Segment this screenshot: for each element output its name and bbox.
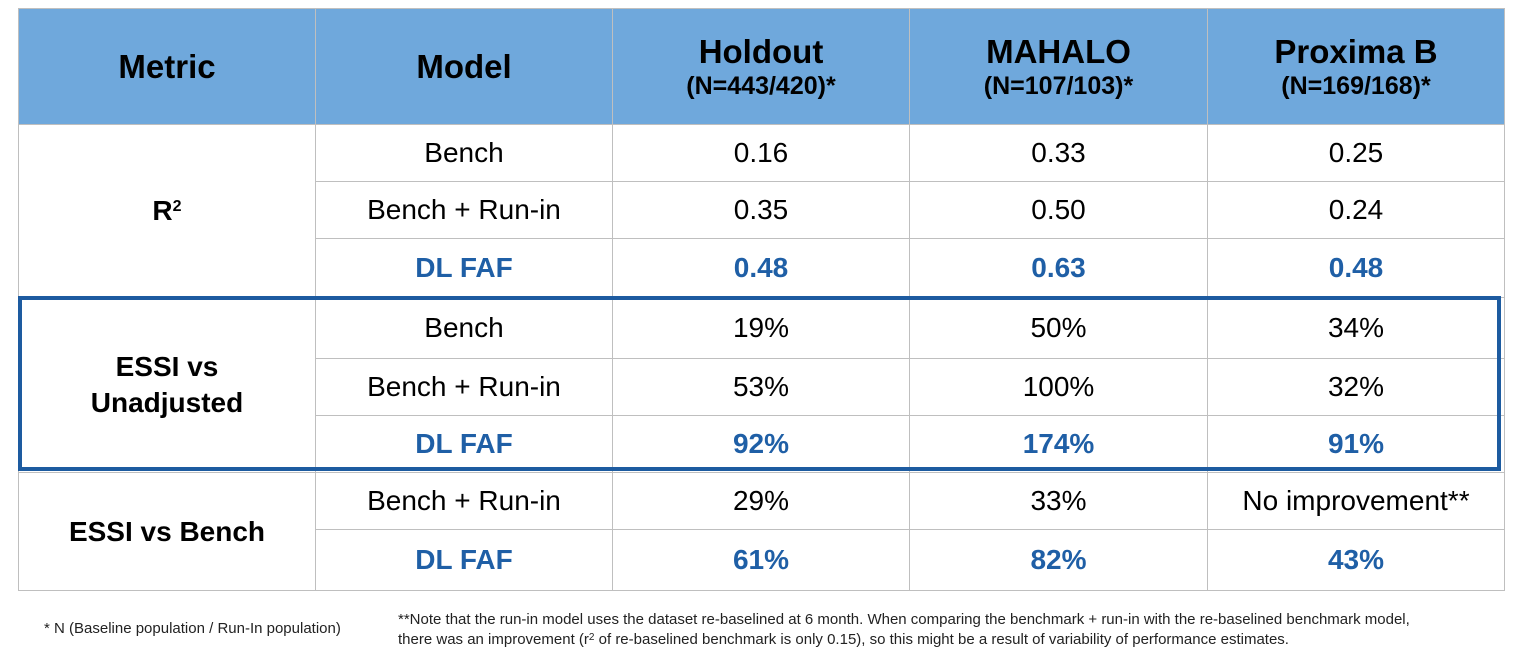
results-table: Metric Model Holdout (N=443/420)* MAHALO…: [18, 8, 1505, 591]
mahalo-cell-highlight: 82%: [909, 529, 1208, 591]
mahalo-cell: 100%: [909, 358, 1208, 416]
holdout-cell: 0.35: [612, 181, 910, 239]
model-cell: Bench + Run-in: [315, 472, 613, 530]
model-cell: Bench + Run-in: [315, 181, 613, 239]
holdout-cell-highlight: 92%: [612, 415, 910, 473]
proxima-cell-highlight: 91%: [1207, 415, 1505, 473]
proxima-cell: 34%: [1207, 297, 1505, 359]
table-row: Bench + Run-in 53% 100% 32%: [19, 358, 1505, 416]
proxima-cell: 0.25: [1207, 124, 1505, 182]
table-row: R2 Bench 0.16 0.33 0.25: [18, 124, 1505, 298]
header-holdout-title: Holdout: [698, 32, 824, 70]
results-table-container: Metric Model Holdout (N=443/420)* MAHALO…: [18, 8, 1505, 591]
metric-essi-unadjusted: ESSI vs Unadjusted: [18, 297, 316, 473]
model-cell: Bench: [315, 297, 613, 359]
proxima-cell: 32%: [1207, 358, 1505, 416]
mahalo-cell: 50%: [909, 297, 1208, 359]
model-cell-highlight: DL FAF: [315, 529, 613, 591]
model-cell-highlight: DL FAF: [315, 415, 613, 473]
holdout-cell-highlight: 61%: [612, 529, 910, 591]
header-holdout-n: (N=443/420)*: [686, 71, 836, 100]
holdout-cell: 53%: [612, 358, 910, 416]
proxima-cell: 0.24: [1207, 181, 1505, 239]
holdout-cell: 0.16: [612, 124, 910, 182]
header-row: Metric Model Holdout (N=443/420)* MAHALO…: [18, 8, 1505, 125]
holdout-cell-highlight: 0.48: [612, 238, 910, 298]
footnote-run-in-note: **Note that the run-in model uses the da…: [398, 611, 1410, 648]
header-proxima-n: (N=169/168)*: [1281, 71, 1431, 100]
mahalo-cell: 0.50: [909, 181, 1208, 239]
table-row: DL FAF 92% 174% 91%: [19, 415, 1505, 473]
header-holdout: Holdout (N=443/420)*: [612, 8, 910, 125]
header-metric: Metric: [18, 8, 316, 125]
model-cell: Bench + Run-in: [315, 358, 613, 416]
table-row: ESSI vs Bench Bench + Run-in 29% 33% No …: [18, 472, 1505, 591]
mahalo-cell-highlight: 0.63: [909, 238, 1208, 298]
metric-essi-bench: ESSI vs Bench: [18, 472, 316, 591]
proxima-cell-highlight: 43%: [1207, 529, 1505, 591]
proxima-cell-highlight: 0.48: [1207, 238, 1505, 298]
header-proxima-title: Proxima B: [1274, 32, 1438, 70]
model-cell-highlight: DL FAF: [315, 238, 613, 298]
holdout-cell: 29%: [612, 472, 910, 530]
metric-r2: R2: [18, 124, 316, 298]
header-mahalo-n: (N=107/103)*: [983, 71, 1134, 100]
mahalo-cell-highlight: 174%: [909, 415, 1208, 473]
header-model: Model: [315, 8, 613, 125]
table-row: ESSI vs Unadjusted Bench 19% 50% 34%: [18, 297, 1505, 473]
header-proxima: Proxima B (N=169/168)*: [1207, 8, 1505, 125]
proxima-cell: No improvement**: [1207, 472, 1505, 530]
mahalo-cell: 0.33: [909, 124, 1208, 182]
table-row: DL FAF 61% 82% 43%: [19, 529, 1505, 591]
header-mahalo-title: MAHALO: [986, 32, 1131, 70]
mahalo-cell: 33%: [909, 472, 1208, 530]
model-cell: Bench: [315, 124, 613, 182]
header-mahalo: MAHALO (N=107/103)*: [909, 8, 1208, 125]
footnote-n-definition: * N (Baseline population / Run-In popula…: [44, 620, 341, 637]
holdout-cell: 19%: [612, 297, 910, 359]
